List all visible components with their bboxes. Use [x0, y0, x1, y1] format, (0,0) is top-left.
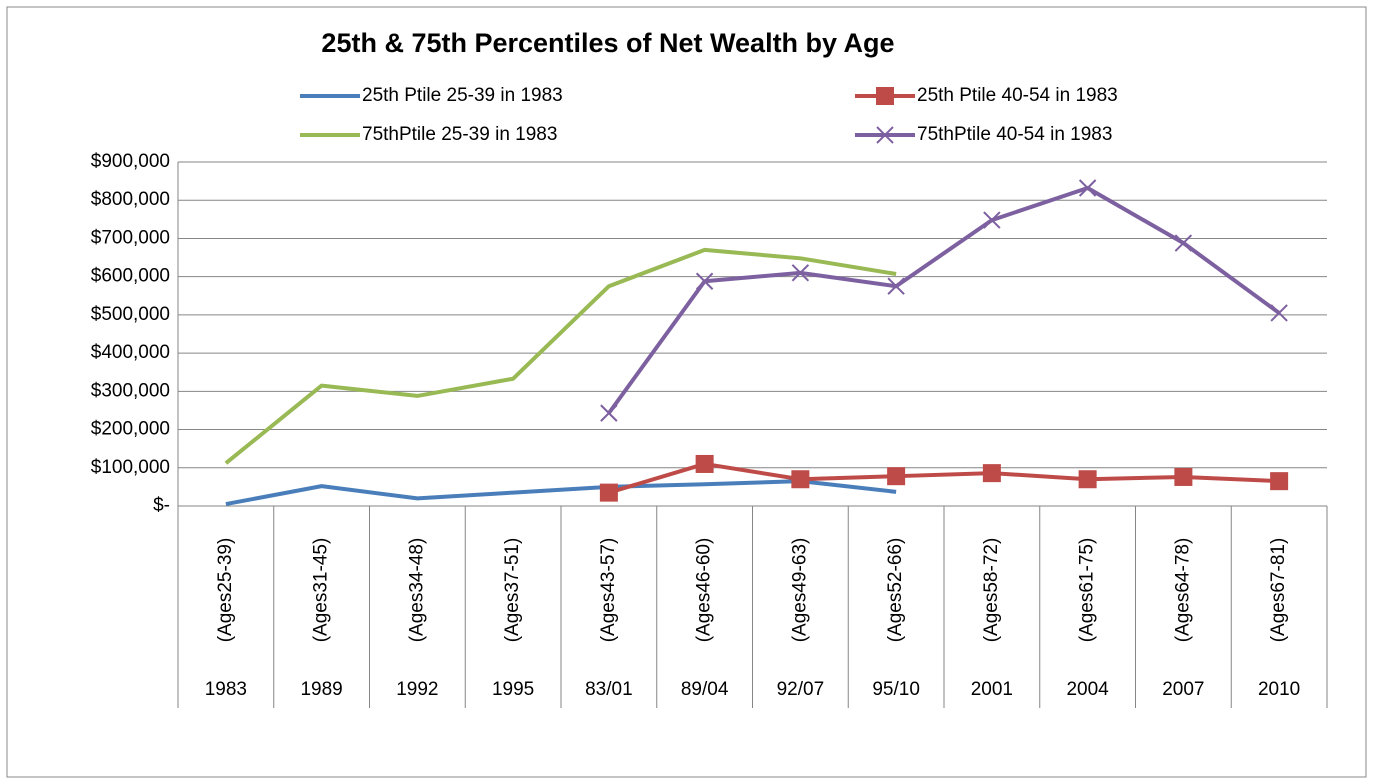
y-tick-label: $600,000: [91, 266, 170, 287]
marker: [695, 454, 714, 473]
y-tick-label: $300,000: [91, 380, 170, 401]
marker: [982, 464, 1001, 483]
y-tick-label: $100,000: [91, 457, 170, 478]
y-tick-label: $400,000: [91, 342, 170, 363]
marker: [791, 470, 810, 489]
x-group-label: 1989: [300, 679, 342, 700]
legend-label: 25th Ptile 40-54 in 1983: [917, 85, 1118, 106]
legend-label: 25th Ptile 25-39 in 1983: [362, 85, 563, 106]
marker: [1270, 304, 1288, 322]
marker: [876, 126, 894, 144]
marker: [876, 87, 894, 105]
marker: [791, 264, 810, 282]
x-tick-label: (Ages37-51): [502, 538, 523, 643]
x-tick-label: (Ages64-78): [1172, 538, 1193, 643]
y-tick-label: $800,000: [91, 189, 170, 210]
x-group-label: 1992: [396, 679, 438, 700]
marker: [695, 272, 714, 290]
x-group-label: 1983: [205, 679, 247, 700]
marker: [599, 483, 618, 502]
marker: [600, 404, 618, 422]
marker: [1270, 472, 1289, 491]
x-tick-label: (Ages49-63): [789, 538, 810, 643]
y-tick-label: $500,000: [91, 304, 170, 325]
x-tick-label: (Ages58-72): [981, 538, 1002, 643]
marker: [887, 277, 905, 295]
series-line: [224, 247, 897, 465]
x-group-label: 89/04: [681, 679, 729, 700]
x-tick-label: (Ages25-39): [215, 538, 236, 643]
legend-label: 75thPtile 25-39 in 1983: [362, 124, 557, 145]
series-line: [607, 185, 1281, 415]
y-tick-label: $-: [153, 495, 170, 516]
x-group-label: 2007: [1162, 679, 1204, 700]
marker: [983, 211, 1001, 229]
legend-label: 75thPtile 40-54 in 1983: [917, 124, 1112, 145]
x-group-label: 83/01: [585, 679, 633, 700]
marker: [1174, 234, 1193, 252]
chart-border: [6, 6, 1367, 778]
marker: [1078, 470, 1097, 489]
x-tick-label: (Ages61-75): [1077, 538, 1098, 643]
y-tick-label: $200,000: [91, 419, 170, 440]
x-group-label: 2001: [971, 679, 1013, 700]
marker: [887, 467, 906, 486]
chart-title: 25th & 75th Percentiles of Net Wealth by…: [321, 28, 894, 58]
marker: [1174, 467, 1193, 486]
x-group-label: 95/10: [872, 679, 920, 700]
y-tick-label: $700,000: [91, 227, 170, 248]
x-group-label: 2010: [1258, 679, 1300, 700]
series-line: [225, 479, 897, 507]
x-tick-label: (Ages43-57): [598, 538, 619, 643]
y-tick-label: $900,000: [91, 151, 170, 172]
x-tick-label: (Ages34-48): [406, 538, 427, 643]
marker: [1078, 179, 1097, 197]
x-group-label: 2004: [1066, 679, 1109, 700]
x-tick-label: (Ages52-66): [885, 538, 906, 643]
x-tick-label: (Ages31-45): [311, 538, 332, 643]
x-group-label: 92/07: [777, 679, 825, 700]
x-tick-label: (Ages67-81): [1268, 538, 1289, 643]
x-tick-label: (Ages46-60): [694, 538, 715, 643]
x-group-label: 1995: [492, 679, 534, 700]
series-line: [608, 461, 1280, 495]
